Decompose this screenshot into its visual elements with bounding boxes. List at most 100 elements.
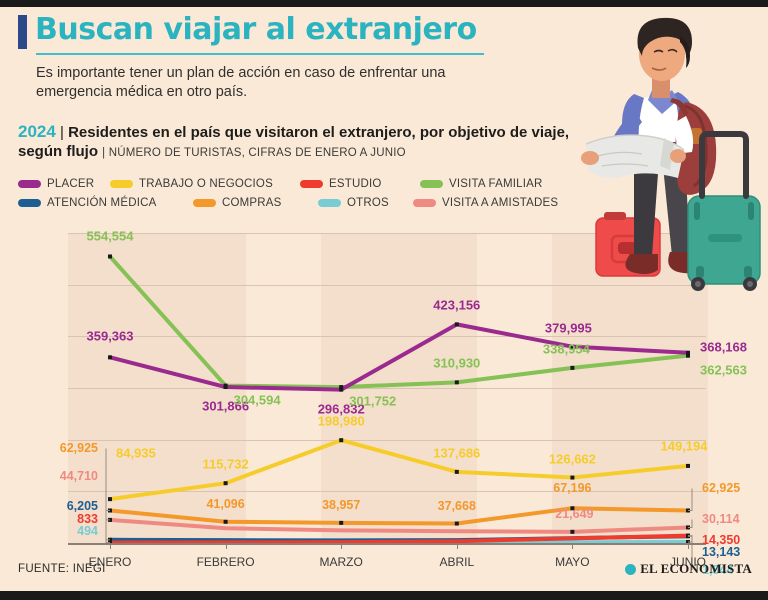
data-point-marker: [686, 350, 690, 355]
data-label: 833: [77, 511, 98, 526]
legend-swatch-icon: [193, 198, 216, 207]
subhead-year: 2024: [18, 122, 56, 141]
x-axis: [68, 543, 706, 545]
data-label: 30,114: [702, 512, 740, 527]
data-label: 44,710: [59, 468, 98, 483]
subhead-separator: |: [60, 124, 64, 141]
data-label: 310,930: [433, 355, 481, 371]
data-label: 1,844: [702, 563, 734, 578]
data-label: 13,143: [702, 545, 741, 560]
title-divider: [36, 53, 484, 55]
subhead-main: Residentes en el país que visitaron el e…: [18, 124, 570, 160]
data-label: 296,832: [317, 401, 365, 417]
legend-swatch-icon: [110, 179, 133, 188]
legend-label: TRABAJO O NEGOCIOS: [139, 177, 273, 190]
legend-label: ATENCIÓN MÉDICA: [47, 196, 157, 209]
chart-subhead: 2024 | Residentes en el país que visitar…: [18, 122, 578, 163]
data-point-marker: [570, 475, 575, 480]
gridline: [68, 233, 706, 234]
data-point-marker: [223, 385, 228, 390]
header: Buscan viajar al extranjero Es important…: [18, 13, 538, 102]
data-point-marker: [339, 438, 344, 443]
legend-item-otros[interactable]: OTROS: [318, 197, 413, 209]
legend-label: VISITA FAMILIAR: [449, 177, 543, 190]
data-point-marker: [339, 387, 344, 392]
data-label: 38,957: [322, 497, 361, 512]
legend-label: COMPRAS: [222, 196, 282, 209]
data-label: 84,935: [116, 445, 156, 461]
x-axis-tick-label: JUNIO: [670, 555, 706, 569]
data-label: 115,732: [202, 456, 249, 472]
series-line-visita-familiar: [108, 254, 690, 390]
data-point-marker: [570, 506, 575, 511]
data-point-marker: [223, 481, 228, 486]
top-rule: [0, 0, 768, 7]
data-label: 359,363: [86, 328, 134, 344]
data-label: 379,995: [544, 320, 592, 336]
gridline: [68, 491, 706, 493]
legend-item-estudio[interactable]: ESTUDIO: [300, 178, 420, 190]
data-point-marker: [454, 380, 459, 385]
brand-logo: EL ECONOMISTA: [625, 561, 752, 577]
label-leader-line: [688, 519, 693, 528]
data-point-marker: [108, 254, 112, 259]
series-line-trabajo-o-negocios: [108, 438, 690, 502]
legend-swatch-icon: [18, 198, 41, 207]
data-label: 198,980: [317, 413, 365, 429]
label-leader-line: [688, 541, 693, 571]
data-label: 301,866: [202, 398, 250, 414]
deck-text: Es importante tener un plan de acción en…: [36, 65, 446, 100]
data-point-marker: [570, 365, 575, 370]
data-label: 301,752: [349, 393, 397, 409]
legend-label: ESTUDIO: [329, 177, 382, 190]
page-title: Buscan viajar al extranjero: [35, 12, 477, 47]
legend-item-visita-familiar[interactable]: VISITA FAMILIAR: [420, 178, 560, 190]
x-axis-tickmark: [572, 543, 574, 549]
brand-mark-icon: [625, 563, 637, 575]
legend-swatch-icon: [420, 179, 443, 188]
legend-swatch-icon: [318, 198, 341, 207]
legend-item-compras[interactable]: COMPRAS: [193, 197, 318, 209]
series-line-placer: [108, 322, 690, 392]
gridline: [68, 439, 706, 441]
legend-item-placer[interactable]: PLACER: [18, 178, 110, 190]
x-axis-tickmark: [225, 543, 227, 549]
data-label: 137,686: [433, 445, 481, 461]
traveler-illustration: [568, 6, 768, 294]
data-point-marker: [686, 463, 690, 468]
series-line-visita-a-amistades: [108, 517, 690, 534]
legend-label: PLACER: [47, 177, 95, 190]
x-axis-tickmark: [688, 543, 689, 549]
data-label: 149,194: [660, 438, 708, 454]
data-point-marker: [339, 520, 344, 525]
chart-legend: PLACER TRABAJO O NEGOCIOS ESTUDIO VISITA FA…: [18, 174, 566, 212]
data-point-marker: [454, 469, 459, 474]
legend-item-trabajo-o-negocios[interactable]: TRABAJO O NEGOCIOS: [110, 178, 300, 190]
data-label: 67,196: [553, 481, 592, 496]
data-point-marker: [108, 355, 112, 360]
chart-area: 0100,000200,000300,000400,000500,000600,…: [0, 225, 768, 577]
data-label: 554,554: [86, 228, 134, 244]
subhead-units: | NÚMERO DE TURISTAS, CIFRAS DE ENERO A …: [102, 147, 406, 159]
label-leader-line: [105, 448, 110, 511]
data-point-marker: [570, 529, 575, 534]
legend-swatch-icon: [18, 179, 41, 188]
data-point-marker: [339, 385, 344, 390]
data-label: 21,649: [555, 506, 594, 521]
legend-item-atenci-n-m-dica[interactable]: ATENCIÓN MÉDICA: [18, 197, 193, 209]
x-axis-tickmark: [110, 543, 111, 549]
data-point-marker: [108, 497, 112, 502]
label-leader-line: [688, 488, 693, 511]
data-point-marker: [686, 353, 690, 358]
data-label: 126,662: [548, 451, 596, 467]
legend-item-visita-a-amistades[interactable]: VISITA A AMISTADES: [413, 197, 563, 209]
data-label: 37,668: [437, 498, 476, 513]
data-label: 368,168: [700, 339, 747, 355]
data-label: 304,594: [233, 392, 281, 408]
series-line-estudio: [108, 533, 690, 545]
data-label: 62,925: [702, 481, 741, 496]
data-label: 6,205: [66, 498, 98, 513]
chart-plot: 0100,000200,000300,000400,000500,000600,…: [60, 229, 747, 577]
x-axis-tick-label: MAYO: [555, 555, 590, 569]
data-label: 494: [77, 523, 98, 538]
